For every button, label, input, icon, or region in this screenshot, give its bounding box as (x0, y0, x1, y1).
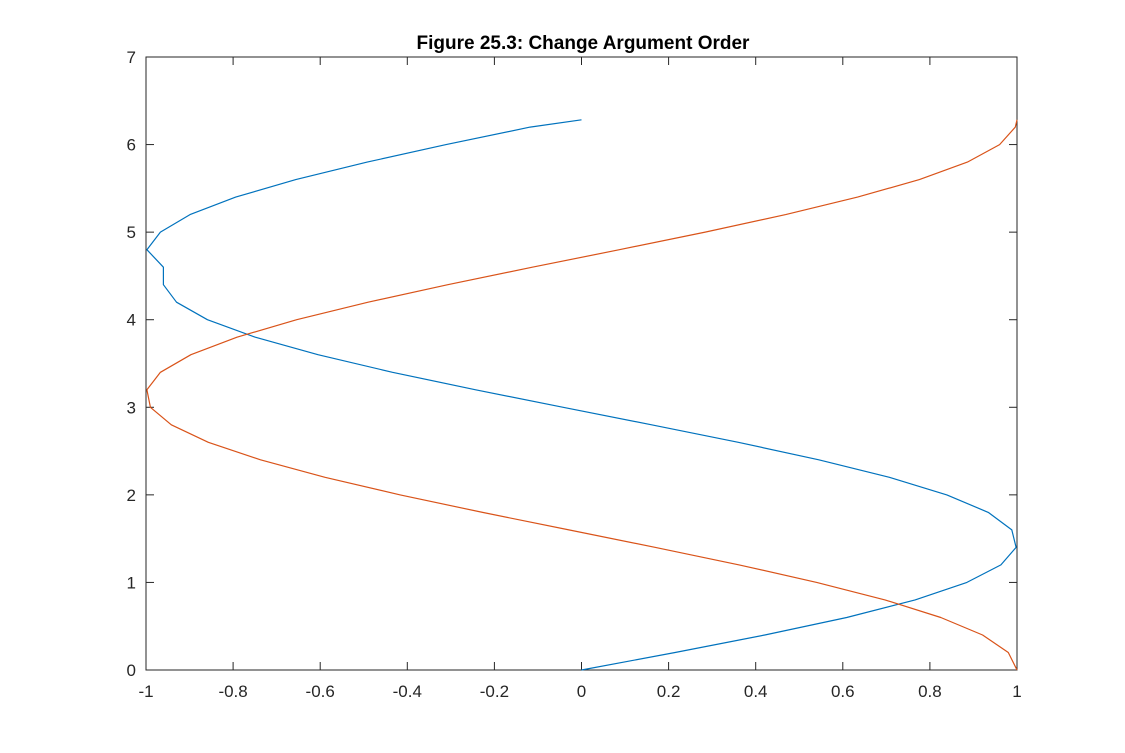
x-tick-label: -0.2 (480, 682, 509, 701)
y-tick-label: 6 (127, 136, 136, 155)
x-tick-label: 0 (577, 682, 586, 701)
y-tick-label: 7 (127, 48, 136, 67)
series-layer (146, 119, 1018, 671)
axes-box (145, 56, 1018, 671)
x-tick-label: 0.4 (744, 682, 768, 701)
x-tick-label: -0.8 (218, 682, 247, 701)
x-tick-label: 0.6 (831, 682, 855, 701)
x-tick-label: 0.8 (918, 682, 942, 701)
series-line-2 (146, 119, 1018, 671)
x-tick-label: 1 (1012, 682, 1021, 701)
y-tick-label: 4 (127, 311, 136, 330)
series-line-1 (146, 119, 1017, 671)
y-tick-label: 3 (127, 398, 136, 417)
y-axis: 0 1 2 3 4 5 6 7 (127, 48, 1017, 680)
y-tick-label: 1 (127, 573, 136, 592)
x-tick-label: 0.2 (657, 682, 681, 701)
x-axis: -1 -0.8 -0.6 -0.4 -0.2 0 0.2 0.4 0.6 0.8 1 (138, 57, 1022, 701)
y-tick-label: 0 (127, 661, 136, 680)
y-tick-label: 2 (127, 486, 136, 505)
x-tick-label: -1 (138, 682, 153, 701)
x-tick-label: -0.4 (393, 682, 422, 701)
plot-area: -1 -0.8 -0.6 -0.4 -0.2 0 0.2 0.4 0.6 0.8 1 0 1 2 3 4 5 6… (127, 48, 1022, 701)
x-tick-label: -0.6 (306, 682, 335, 701)
y-tick-label: 5 (127, 223, 136, 242)
chart-title: Figure 25.3: Change Argument Order (417, 33, 751, 54)
